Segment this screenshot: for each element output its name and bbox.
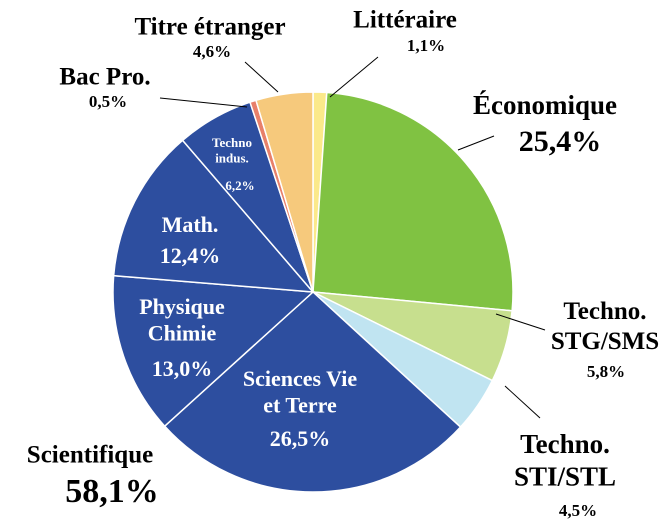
slice-label: Bac Pro. bbox=[59, 64, 150, 91]
leader-line bbox=[244, 61, 279, 93]
slice-value: 25,4% bbox=[519, 125, 602, 158]
leader-line bbox=[159, 97, 248, 108]
slice-label: Littéraire bbox=[353, 7, 457, 34]
slice-value: 4,5% bbox=[559, 501, 597, 519]
slice-label: Techno. STI/STL bbox=[514, 429, 616, 491]
labels: Littéraire 1,1% Économique 25,4% Techno. STG/… bbox=[59, 7, 659, 519]
leader-line bbox=[457, 135, 495, 151]
slice-label: Physique Chimie bbox=[139, 294, 225, 345]
slice-value: 6,2% bbox=[225, 178, 254, 193]
group-label: Scientifique bbox=[27, 442, 153, 469]
slice-value: 0,5% bbox=[89, 92, 127, 111]
slice-label: Techno. STG/SMS bbox=[551, 298, 659, 355]
slice bbox=[163, 290, 462, 493]
slice-label: Titre étranger bbox=[134, 14, 285, 41]
leader-line bbox=[504, 385, 541, 419]
slice-value: 13,0% bbox=[152, 356, 213, 381]
slice-label: Sciences Vie et Terre bbox=[243, 366, 357, 417]
slice-label: Économique bbox=[473, 90, 617, 120]
slice-label: Techno indus. bbox=[212, 135, 252, 166]
slice bbox=[112, 274, 315, 428]
slice bbox=[112, 139, 315, 293]
slice bbox=[255, 91, 314, 293]
slice-value: 4,6% bbox=[193, 42, 231, 61]
leader-line bbox=[495, 313, 546, 331]
group-value: 58,1% bbox=[65, 473, 159, 510]
slice-value: 1,1% bbox=[407, 36, 445, 55]
slice-value: 26,5% bbox=[270, 426, 331, 451]
slice-label: Math. bbox=[162, 212, 219, 237]
slice-value: 5,8% bbox=[587, 362, 625, 381]
slice-value: 12,4% bbox=[160, 243, 221, 268]
slice bbox=[312, 91, 514, 312]
pie bbox=[112, 91, 514, 493]
leader-line bbox=[329, 56, 379, 98]
